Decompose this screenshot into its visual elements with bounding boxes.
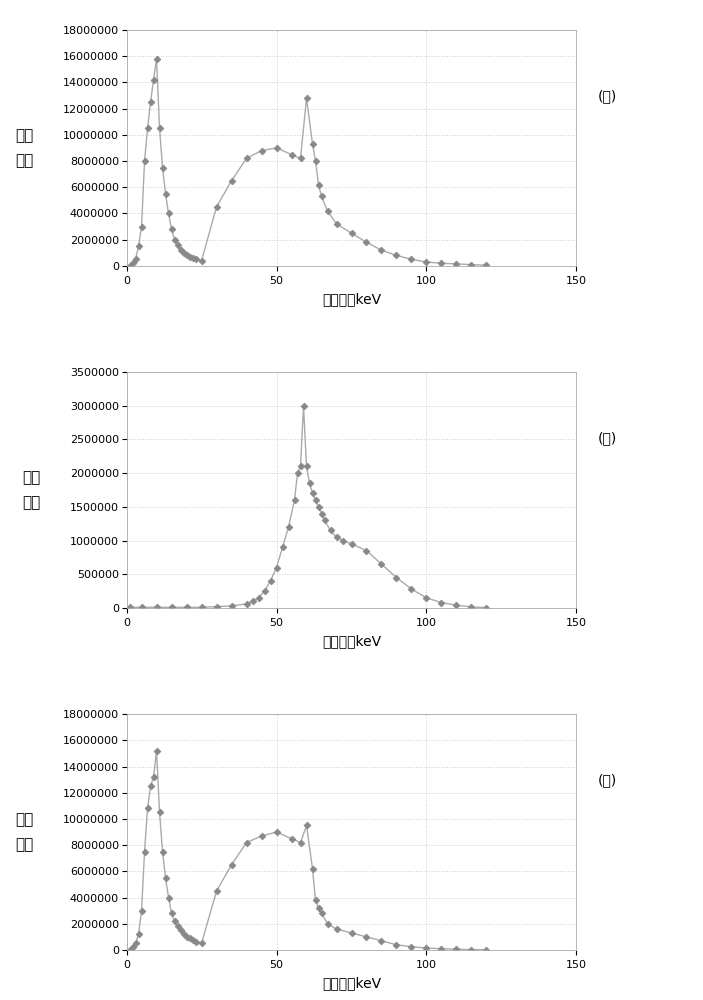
X-axis label: 光子能量keV: 光子能量keV	[322, 634, 381, 648]
Text: (Ｃ): (Ｃ)	[598, 773, 617, 787]
Y-axis label: 光子
数量: 光子 数量	[15, 128, 33, 168]
Y-axis label: 光子
数量: 光子 数量	[22, 470, 40, 510]
Text: (Ｂ): (Ｂ)	[598, 431, 617, 445]
X-axis label: 光子能量keV: 光子能量keV	[322, 976, 381, 990]
X-axis label: 光子能量keV: 光子能量keV	[322, 292, 381, 306]
Y-axis label: 光子
数量: 光子 数量	[15, 812, 33, 852]
Text: (Ａ): (Ａ)	[598, 89, 617, 103]
